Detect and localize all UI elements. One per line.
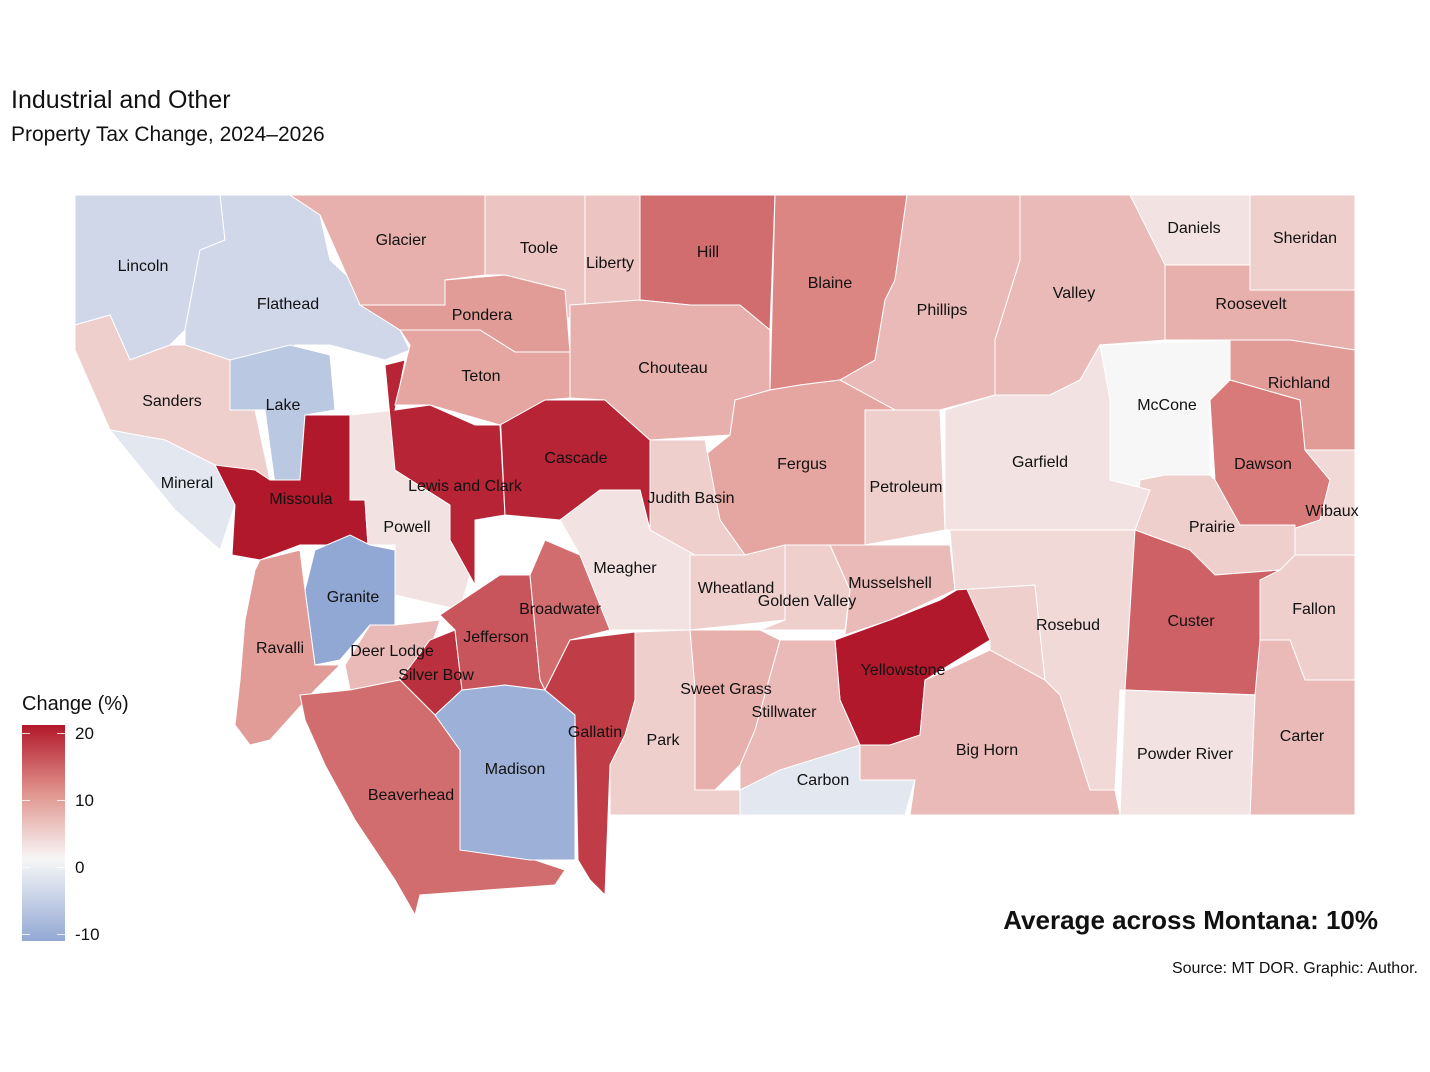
- county-label: Flathead: [257, 296, 319, 313]
- county-label: Mineral: [161, 475, 213, 492]
- county-label: Dawson: [1234, 456, 1292, 473]
- county-label: Gallatin: [568, 724, 622, 741]
- county-label: Musselshell: [848, 575, 932, 592]
- county-big-horn: [859, 649, 1121, 816]
- county-label: Sweet Grass: [680, 681, 772, 698]
- county-label: Granite: [327, 589, 380, 606]
- county-label: Deer Lodge: [350, 643, 434, 660]
- legend-tickmark: [22, 800, 65, 801]
- county-label: Lake: [266, 397, 301, 414]
- county-teton: [394, 329, 571, 426]
- county-label: Big Horn: [956, 742, 1018, 759]
- county-label: Missoula: [269, 491, 332, 508]
- map-subtitle: Property Tax Change, 2024–2026: [11, 123, 325, 146]
- county-label: Wibaux: [1305, 503, 1358, 520]
- legend-tick-label: -10: [75, 925, 100, 944]
- county-label: Fergus: [777, 456, 827, 473]
- county-label: Carter: [1280, 728, 1325, 745]
- legend-tick-label: 10: [75, 791, 94, 810]
- source-note: Source: MT DOR. Graphic: Author.: [1171, 960, 1418, 977]
- legend-colorbar: [22, 725, 65, 941]
- county-label: Petroleum: [870, 479, 943, 496]
- county-label: Phillips: [917, 302, 968, 319]
- county-label: Blaine: [808, 275, 853, 292]
- county-label: Custer: [1167, 613, 1215, 630]
- county-label: Teton: [461, 368, 500, 385]
- county-label: Stillwater: [752, 704, 818, 721]
- county-label: Cascade: [544, 450, 607, 467]
- county-beaverhead: [299, 679, 566, 917]
- county-label: Carbon: [797, 772, 849, 789]
- county-label: Richland: [1268, 375, 1330, 392]
- legend-tickmark: [22, 867, 65, 868]
- county-label: Madison: [485, 761, 545, 778]
- county-label: Powell: [383, 519, 430, 536]
- county-label: Pondera: [452, 307, 513, 324]
- county-label: Lincoln: [118, 258, 169, 275]
- county-label: Wheatland: [698, 580, 775, 597]
- county-label: Meagher: [593, 560, 657, 577]
- county-broadwater: [529, 539, 611, 692]
- county-ravalli: [234, 549, 342, 746]
- county-powder-river: [1119, 689, 1256, 816]
- county-flathead: [184, 194, 411, 361]
- county-label: Jefferson: [463, 629, 529, 646]
- average-annotation: Average across Montana: 10%: [1003, 905, 1378, 935]
- county-petroleum: [864, 409, 946, 546]
- county-label: Valley: [1053, 285, 1095, 302]
- map-title: Industrial and Other: [11, 86, 231, 114]
- county-label: Hill: [697, 244, 719, 261]
- county-label: Daniels: [1167, 220, 1220, 237]
- county-label: Fallon: [1292, 601, 1336, 618]
- county-label: Park: [647, 732, 681, 749]
- county-label: Toole: [520, 240, 558, 257]
- county-label: Ravalli: [256, 640, 304, 657]
- county-label: Broadwater: [519, 601, 601, 618]
- county-label: Judith Basin: [647, 490, 734, 507]
- county-label: Yellowstone: [861, 662, 946, 679]
- county-label: Glacier: [376, 232, 427, 249]
- legend-tickmark: [22, 733, 65, 734]
- county-label: Beaverhead: [368, 787, 454, 804]
- legend-title: Change (%): [22, 693, 129, 715]
- county-label: Garfield: [1012, 454, 1068, 471]
- county-park: [609, 629, 741, 816]
- legend-tick-label: 0: [75, 858, 85, 877]
- county-label: Silver Bow: [398, 667, 474, 684]
- county-label: McCone: [1137, 397, 1197, 414]
- county-label: Golden Valley: [758, 593, 856, 610]
- county-label: Rosebud: [1036, 617, 1100, 634]
- county-label: Sheridan: [1273, 230, 1337, 247]
- county-label: Liberty: [586, 255, 634, 272]
- legend-tickmark: [22, 934, 65, 935]
- county-label: Chouteau: [638, 360, 707, 377]
- county-label: Powder River: [1137, 746, 1234, 763]
- county-label: Lewis and Clark: [408, 478, 523, 495]
- county-label: Roosevelt: [1215, 296, 1287, 313]
- county-label: Sanders: [142, 393, 202, 410]
- county-label: Prairie: [1189, 519, 1235, 536]
- legend-tick-label: 20: [75, 724, 94, 743]
